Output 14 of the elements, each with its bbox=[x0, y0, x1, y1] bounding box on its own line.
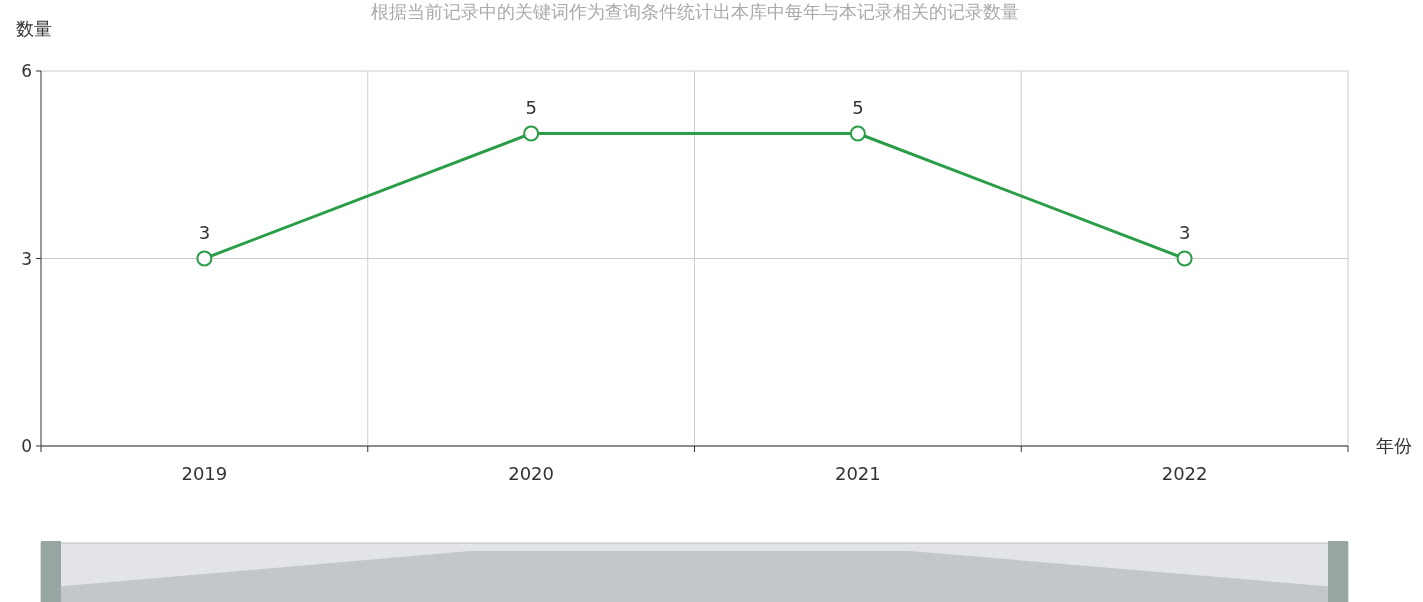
y-tick-label: 0 bbox=[21, 436, 32, 456]
data-label: 5 bbox=[525, 96, 537, 118]
chart-title: 根据当前记录中的关键词作为查询条件统计出本库中每年与本记录相关的记录数量 bbox=[370, 1, 1019, 22]
y-axis-title: 数量 bbox=[16, 18, 52, 39]
x-tick-label: 2019 bbox=[181, 463, 228, 484]
data-label: 3 bbox=[1178, 221, 1191, 243]
data-label: 3 bbox=[198, 221, 211, 243]
x-axis-title: 年份 bbox=[1376, 435, 1412, 456]
x-tick-label: 2020 bbox=[508, 463, 555, 484]
x-tick-label: 2021 bbox=[834, 463, 881, 484]
data-label: 5 bbox=[852, 96, 864, 118]
y-tick-label: 3 bbox=[21, 248, 32, 269]
x-tick-label: 2022 bbox=[1161, 463, 1208, 484]
y-tick-label: 6 bbox=[21, 61, 32, 81]
